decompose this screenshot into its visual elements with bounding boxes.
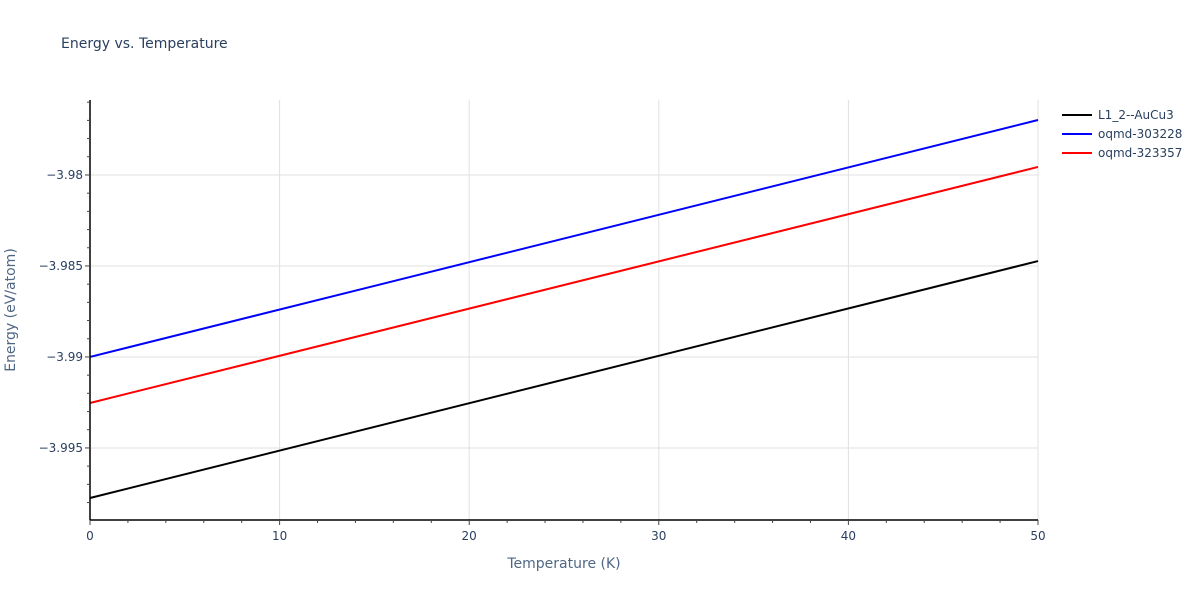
gridlines: [90, 100, 1039, 520]
legend-line-icon: [1062, 151, 1092, 154]
series-lines: [89, 119, 1039, 499]
svg-text:30: 30: [651, 529, 666, 543]
svg-text:50: 50: [1030, 529, 1045, 543]
legend-item-oqmd-323357[interactable]: oqmd-323357: [1062, 143, 1182, 162]
svg-text:−3.99: −3.99: [46, 350, 83, 364]
x-axis-title: Temperature (K): [506, 556, 620, 572]
legend-label: L1_2--AuCu3: [1098, 107, 1174, 122]
legend-line-icon: [1062, 132, 1092, 135]
axes: 0 10 20 30 40 50 −3.98 −3.985 −3.99 −3.995: [39, 100, 1046, 543]
svg-text:10: 10: [272, 529, 287, 543]
svg-text:40: 40: [841, 529, 856, 543]
svg-text:0: 0: [86, 529, 94, 543]
y-axis-title: Energy (eV/atom): [3, 248, 19, 372]
legend: L1_2--AuCu3 oqmd-303228 oqmd-323357: [1062, 105, 1182, 162]
chart-title: Energy vs. Temperature: [61, 36, 228, 52]
svg-text:−3.995: −3.995: [39, 441, 83, 455]
legend-line-icon: [1062, 113, 1092, 116]
svg-text:−3.985: −3.985: [39, 259, 83, 273]
legend-label: oqmd-303228: [1098, 126, 1183, 141]
legend-item-oqmd-303228[interactable]: oqmd-303228: [1062, 124, 1182, 143]
legend-item-l1-2-aucu3[interactable]: L1_2--AuCu3: [1062, 105, 1182, 124]
legend-label: oqmd-323357: [1098, 145, 1183, 160]
svg-text:20: 20: [462, 529, 477, 543]
svg-text:−3.98: −3.98: [46, 168, 83, 182]
